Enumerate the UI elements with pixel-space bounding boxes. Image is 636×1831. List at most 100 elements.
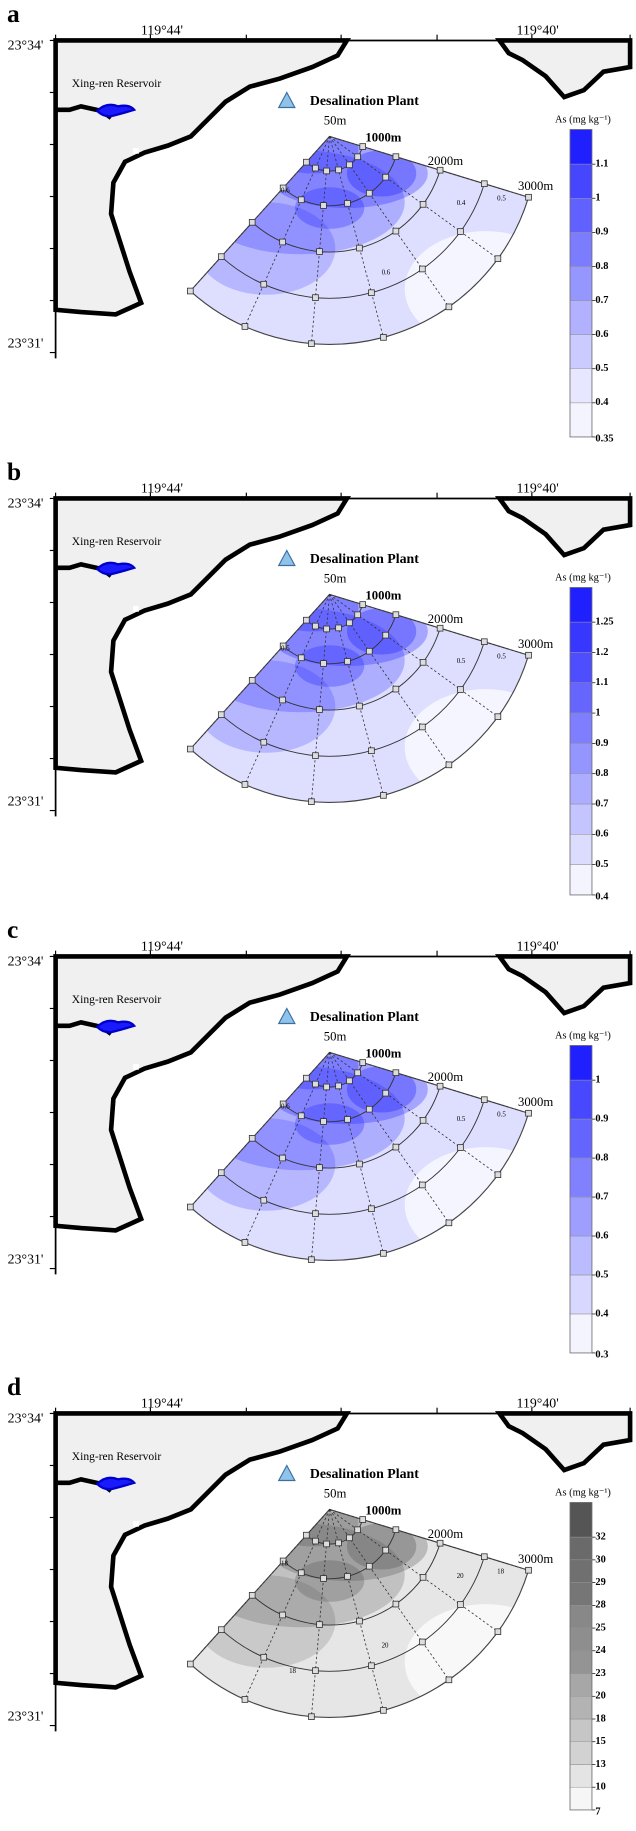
- station: [354, 1068, 361, 1076]
- station: [359, 1516, 367, 1524]
- station: [187, 287, 194, 295]
- colorbar-band: [569, 198, 593, 233]
- marker: [133, 147, 139, 154]
- contour-label: 0.5: [497, 653, 506, 660]
- station: [436, 1082, 444, 1089]
- contour-label: 0.5: [281, 645, 290, 652]
- station: [312, 622, 319, 630]
- station: [359, 600, 367, 608]
- colorbar-band: [569, 651, 593, 683]
- station: [279, 238, 286, 246]
- station: [457, 685, 464, 693]
- station: [335, 166, 342, 174]
- station: [368, 1662, 375, 1670]
- colorbar-tick-label: 32: [595, 1532, 605, 1543]
- station: [457, 1601, 464, 1609]
- station: [248, 219, 256, 226]
- contour-label: 18: [289, 1668, 296, 1675]
- station: [366, 1563, 373, 1570]
- reservoir: [95, 561, 137, 576]
- colorbar-tick-label: 1.1: [595, 159, 608, 170]
- station: [359, 143, 367, 150]
- distance-label: 2000m: [428, 1069, 463, 1083]
- station: [320, 659, 327, 667]
- contour-label: 20: [382, 1643, 389, 1650]
- land: [494, 38, 633, 100]
- contour-label: 18: [497, 1569, 504, 1576]
- lat-label: 23°34': [8, 38, 44, 53]
- station: [344, 1115, 351, 1123]
- station: [382, 1089, 389, 1096]
- colorbar-tick-label: 0.6: [595, 329, 608, 340]
- lat-label: 23°31': [8, 337, 44, 352]
- station: [436, 1540, 444, 1547]
- colorbar-tick-label: 7: [595, 1807, 600, 1818]
- colorbar-band: [569, 129, 593, 165]
- fan-fill: [190, 136, 529, 345]
- station: [187, 1660, 194, 1668]
- contour-label: 0.5: [457, 1116, 466, 1123]
- colorbar-tick-label: 1: [595, 193, 600, 204]
- colorbar-band: [569, 1764, 593, 1788]
- concentration-zone: [294, 645, 365, 687]
- plant-marker: [277, 1464, 296, 1482]
- station: [366, 189, 373, 197]
- contour-label: 20: [457, 1573, 464, 1580]
- colorbar-band: [569, 163, 593, 199]
- map-panel: a 119°44' 119°40' 23°34' 23°31' Xing-ren Rese…: [7, 0, 633, 445]
- station: [366, 1105, 373, 1113]
- station: [260, 280, 268, 288]
- distance-label: 3000m: [518, 1552, 553, 1566]
- station: [380, 1707, 387, 1714]
- station: [346, 619, 353, 626]
- concentration-zone: [196, 1575, 336, 1669]
- station: [419, 1116, 427, 1124]
- station: [494, 713, 502, 720]
- station: [279, 642, 287, 649]
- station: [382, 1547, 389, 1554]
- colorbar-tick-label: 20: [595, 1691, 605, 1702]
- colorbar-tick-label: 0.8: [595, 261, 608, 272]
- distance-label: 50m: [324, 571, 347, 585]
- colorbar-tick-label: 30: [595, 1555, 605, 1566]
- fan-fill: [190, 1509, 529, 1718]
- station: [241, 1696, 249, 1704]
- colorbar-band: [569, 1787, 593, 1811]
- lon-label: 119°40': [517, 481, 559, 496]
- concentration-zone: [294, 187, 365, 229]
- station: [368, 289, 375, 297]
- station: [323, 625, 330, 632]
- station: [279, 1100, 287, 1107]
- station: [298, 1569, 305, 1577]
- station: [248, 1134, 256, 1142]
- station: [392, 227, 400, 235]
- colorbar-tick-label: 0.3: [595, 1349, 608, 1360]
- station: [494, 1628, 502, 1636]
- station: [419, 1574, 427, 1581]
- panel-label: a: [7, 0, 20, 28]
- station: [366, 647, 373, 655]
- colorbar-tick-label: 0.9: [595, 227, 608, 238]
- distance-label: 2000m: [428, 154, 463, 168]
- colorbar-band: [569, 621, 593, 653]
- colorbar-tick-label: 1: [595, 707, 600, 718]
- land: [494, 1411, 633, 1474]
- colorbar-title: As (mg kg⁻¹): [555, 115, 611, 126]
- station: [312, 1667, 319, 1675]
- station: [354, 1526, 361, 1534]
- reservoir-label: Xing-ren Reservoir: [72, 994, 162, 1006]
- station: [392, 153, 400, 160]
- station: [457, 1143, 464, 1151]
- concentration-zone: [404, 688, 529, 803]
- station: [312, 752, 319, 759]
- station: [320, 1117, 327, 1125]
- distance-label: 3000m: [518, 179, 553, 193]
- colorbar-band: [569, 1196, 593, 1236]
- colorbar-band: [569, 742, 593, 774]
- station: [392, 1601, 400, 1608]
- station: [279, 1611, 286, 1619]
- station: [323, 167, 330, 175]
- lat-label: 23°34': [8, 496, 44, 511]
- panel-label: c: [7, 916, 18, 944]
- colorbar-band: [569, 1741, 593, 1765]
